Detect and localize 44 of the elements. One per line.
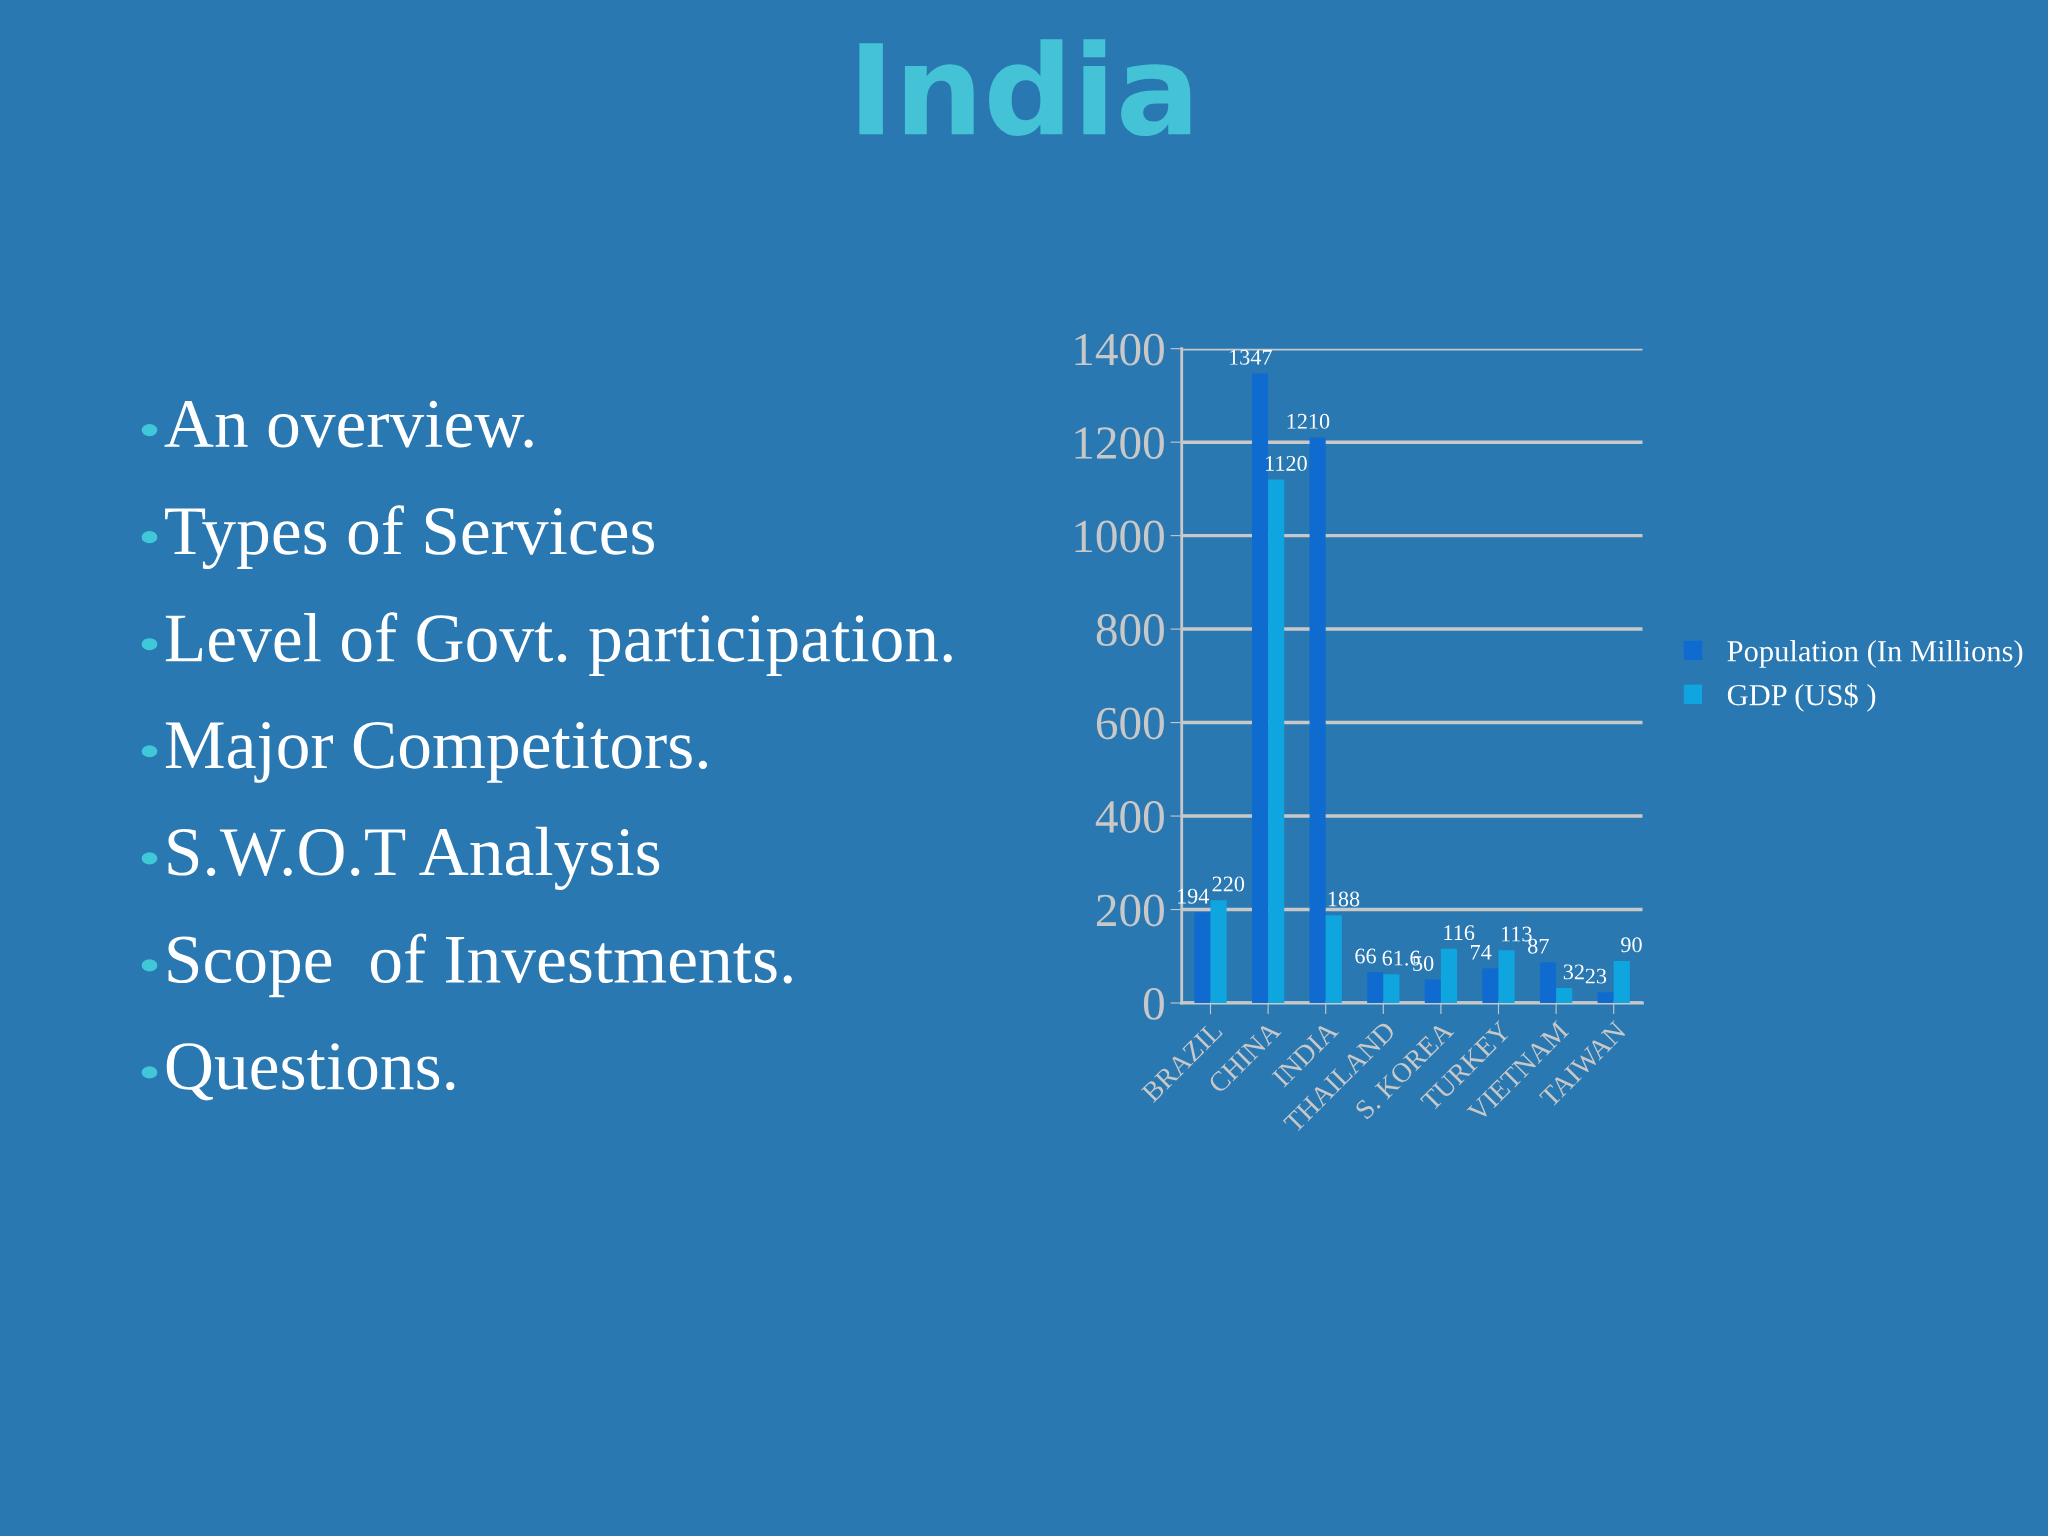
bar	[1440, 948, 1458, 1004]
bar	[1194, 912, 1211, 1004]
data-label: 90	[1621, 937, 1642, 953]
text: Types of Services	[165, 505, 654, 570]
data-label: 116	[1444, 925, 1475, 941]
text: Major Competitors.	[165, 721, 708, 783]
y-tick-label: 1400	[1075, 333, 1164, 366]
data-label: 23	[1585, 968, 1607, 984]
bar	[1482, 968, 1499, 1004]
bar	[1539, 962, 1557, 1004]
legend-label: Population (In Millions)	[1727, 640, 2023, 668]
text: Scope of Investments.	[168, 933, 792, 998]
y-tick-label: 200	[1096, 894, 1164, 927]
data-label: 32	[1563, 964, 1584, 980]
bar	[1556, 988, 1573, 1004]
text: An overview.	[164, 400, 533, 448]
bar	[1367, 972, 1384, 1004]
data-label: 1347	[1230, 349, 1272, 365]
text: Questions.	[166, 1043, 455, 1101]
legend-label: GDP (US$ )	[1727, 683, 1876, 712]
bar	[1498, 950, 1515, 1004]
y-tick-label: 1000	[1075, 520, 1164, 553]
data-label: 220	[1212, 876, 1245, 892]
bar	[1383, 974, 1400, 1004]
data-label: 188	[1328, 891, 1360, 907]
bar	[1325, 915, 1342, 1004]
data-label: 1210	[1287, 413, 1330, 429]
y-tick-label: 800	[1096, 614, 1164, 646]
data-label: 74	[1471, 944, 1492, 960]
y-tick-label: 600	[1096, 707, 1164, 740]
chart-title: India	[859, 39, 1191, 137]
bar	[1210, 900, 1227, 1004]
data-label: 66	[1355, 948, 1376, 964]
y-tick-label: 0	[1143, 987, 1164, 1020]
bar	[1424, 979, 1441, 1004]
bar	[1613, 960, 1630, 1004]
bar	[1597, 992, 1614, 1004]
data-label: 1120	[1266, 455, 1307, 471]
y-tick-label: 1200	[1075, 427, 1164, 459]
text: S.W.O.T Analysis	[168, 826, 660, 890]
bar	[1268, 479, 1285, 1004]
y-tick-label: 400	[1095, 801, 1164, 833]
text: Level of Govt. participation.	[165, 612, 952, 677]
bar	[1309, 437, 1326, 1004]
